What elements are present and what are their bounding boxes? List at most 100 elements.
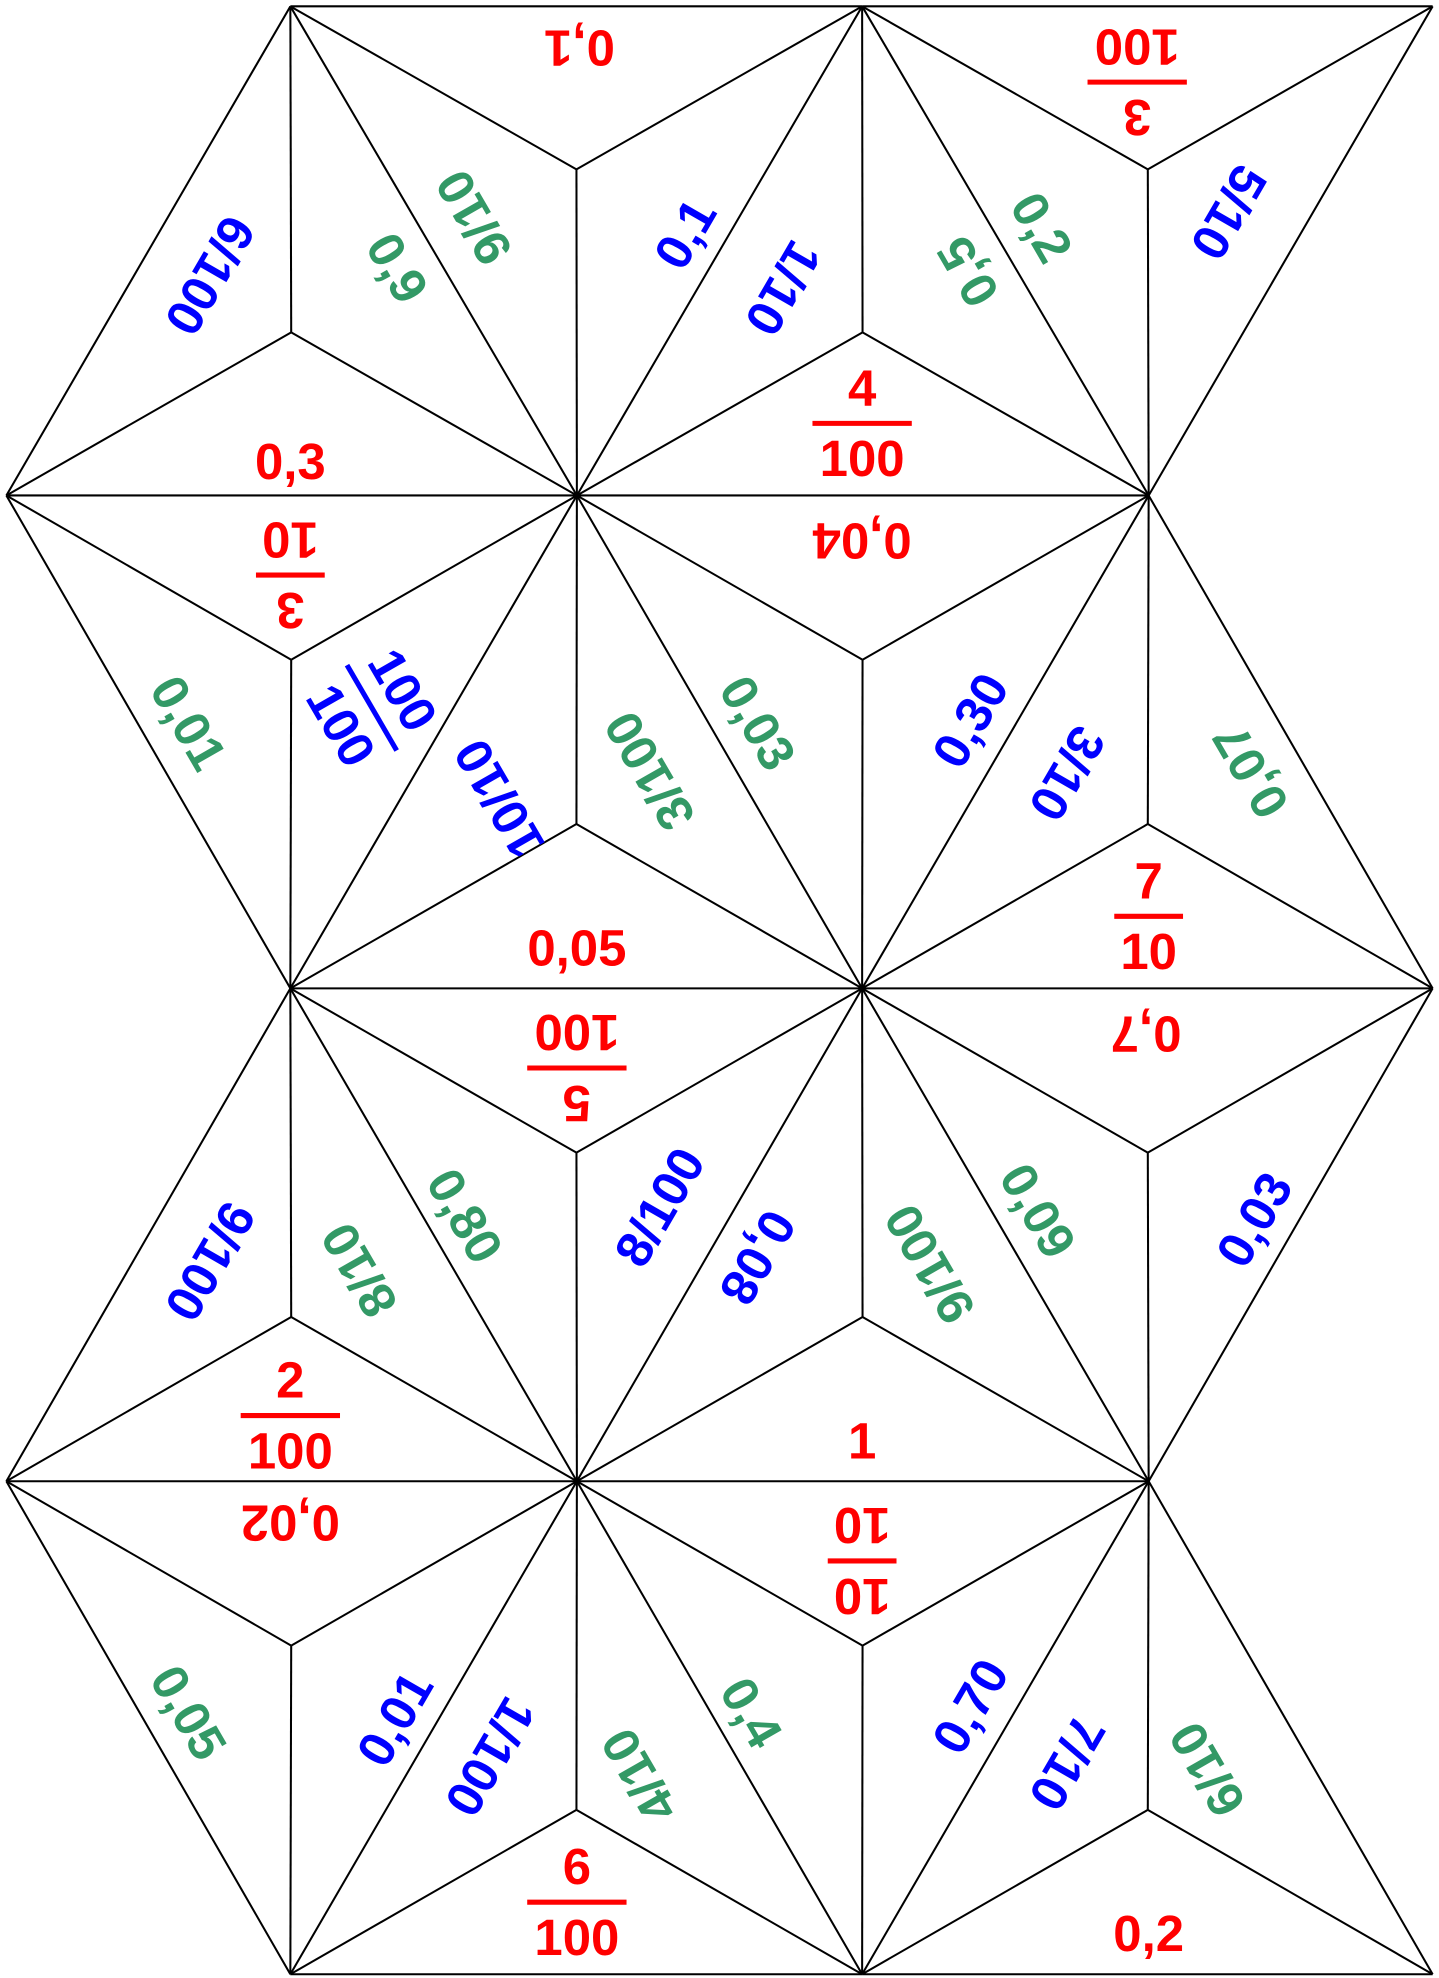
label-text: 0,2 <box>1113 1905 1184 1962</box>
label-text: 5/10 <box>1179 156 1278 270</box>
label-text: 9/100 <box>153 1192 266 1330</box>
label-text: 3/10 <box>1018 717 1117 831</box>
inner-edge <box>862 1316 1150 1483</box>
label: 0,30 <box>921 664 1020 778</box>
label: 8/10 <box>310 1213 409 1327</box>
edge <box>5 494 292 989</box>
inner-edge <box>5 1480 292 1647</box>
numerator: 5 <box>563 1075 591 1132</box>
edge <box>1147 5 1434 496</box>
label: 0,7 <box>1111 1005 1182 1062</box>
label: 0,3 <box>255 433 326 490</box>
label-text: 0,03 <box>1205 1163 1304 1277</box>
grid-lines <box>5 5 1434 1976</box>
edge <box>289 987 578 1482</box>
label-text: 0,02 <box>241 1495 340 1552</box>
label: 0,01 <box>139 666 238 780</box>
label: 0,02 <box>241 1495 340 1552</box>
denominator: 10 <box>834 1497 891 1554</box>
label-text: 0,08 <box>708 1201 807 1315</box>
label-text: 1/100 <box>434 1688 547 1826</box>
edge <box>1147 987 1434 1482</box>
label-text: 0,7 <box>1111 1005 1182 1062</box>
label: 6/100 <box>153 207 266 345</box>
fraction-bar <box>344 663 399 752</box>
inner-edge <box>290 494 578 661</box>
label: 0,05 <box>527 920 626 977</box>
denominator: 100 <box>534 1909 619 1966</box>
inner-edge <box>290 331 578 497</box>
inner-edge <box>575 823 863 990</box>
inner-edge <box>1147 823 1434 990</box>
label-text: 0,5 <box>925 227 1010 316</box>
edge <box>1147 1480 1434 1975</box>
label-text: 10/10 <box>443 730 556 868</box>
inner-edge <box>289 823 577 990</box>
edge <box>5 5 292 496</box>
denominator: 100 <box>820 430 905 487</box>
label: 9/100 <box>873 1195 986 1333</box>
inner-edge <box>5 331 292 497</box>
label: 0,05 <box>139 1656 238 1770</box>
label-text: 1/10 <box>734 231 833 345</box>
inner-edge <box>576 494 864 661</box>
inner-edge <box>289 987 577 1154</box>
label: 0,4 <box>709 1668 794 1757</box>
edge <box>861 5 1150 496</box>
label: 0,1 <box>643 189 728 278</box>
label: 9/10 <box>424 161 523 275</box>
inner-edge <box>1146 1481 1150 1810</box>
label: 0,08 <box>708 1201 807 1315</box>
label: 0,5 <box>925 227 1010 316</box>
label: 0,09 <box>988 1154 1087 1268</box>
inner-edge <box>289 5 577 171</box>
inner-edge <box>290 1316 578 1483</box>
edge <box>5 987 292 1482</box>
label: 710 <box>1114 853 1184 980</box>
label-text: 4/10 <box>590 1719 689 1833</box>
inner-edge <box>862 494 1150 661</box>
inner-edge <box>5 1316 292 1483</box>
edge <box>861 494 1150 989</box>
label-text: 8/10 <box>310 1213 409 1327</box>
label-text: 9/100 <box>873 1195 986 1333</box>
inner-edge <box>1147 987 1434 1154</box>
label-text: 0,4 <box>709 1668 794 1757</box>
numerator: 3 <box>276 582 304 639</box>
label-text: 0,01 <box>345 1662 444 1776</box>
numerator: 7 <box>1134 853 1162 910</box>
label: 0,2 <box>999 183 1084 272</box>
label: 4/10 <box>590 1719 689 1833</box>
label-text: 0,80 <box>415 1159 514 1273</box>
label-text: 6/100 <box>153 207 266 345</box>
label: 1 <box>848 1412 876 1469</box>
inner-edge <box>290 1480 578 1647</box>
label: 8/100 <box>603 1138 716 1276</box>
label-text: 1 <box>848 1412 876 1469</box>
label-text: 8/100 <box>603 1138 716 1276</box>
denominator: 100 <box>534 1004 619 1061</box>
edge <box>289 494 578 989</box>
denominator: 10 <box>1120 923 1177 980</box>
numerator: 10 <box>834 1568 891 1625</box>
edge <box>575 1480 864 1975</box>
edge <box>1147 494 1434 989</box>
edge <box>861 987 1150 1482</box>
label-text: 6/10 <box>1158 1713 1257 1827</box>
label-text: 0,30 <box>921 664 1020 778</box>
inner-edge <box>1147 5 1434 171</box>
label: 3/100 <box>593 702 706 840</box>
inner-edge <box>862 331 1150 497</box>
denominator: 100 <box>1095 18 1180 75</box>
edge <box>289 1480 578 1975</box>
inner-edge <box>289 1645 293 1975</box>
inner-edge <box>289 6 293 333</box>
numerator: 3 <box>1123 89 1151 146</box>
denominator: 100 <box>248 1423 333 1480</box>
